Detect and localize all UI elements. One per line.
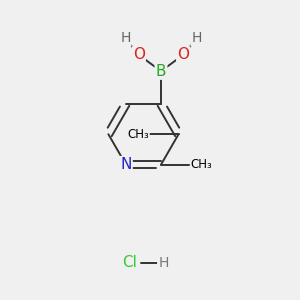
Text: CH₃: CH₃	[191, 158, 212, 171]
Text: O: O	[177, 47, 189, 62]
Text: O: O	[133, 47, 145, 62]
Text: H: H	[158, 256, 169, 270]
Text: H: H	[120, 32, 130, 46]
Text: B: B	[156, 64, 166, 79]
Text: N: N	[120, 157, 132, 172]
Text: CH₃: CH₃	[127, 128, 149, 141]
Text: Cl: Cl	[122, 255, 136, 270]
Text: H: H	[191, 32, 202, 46]
